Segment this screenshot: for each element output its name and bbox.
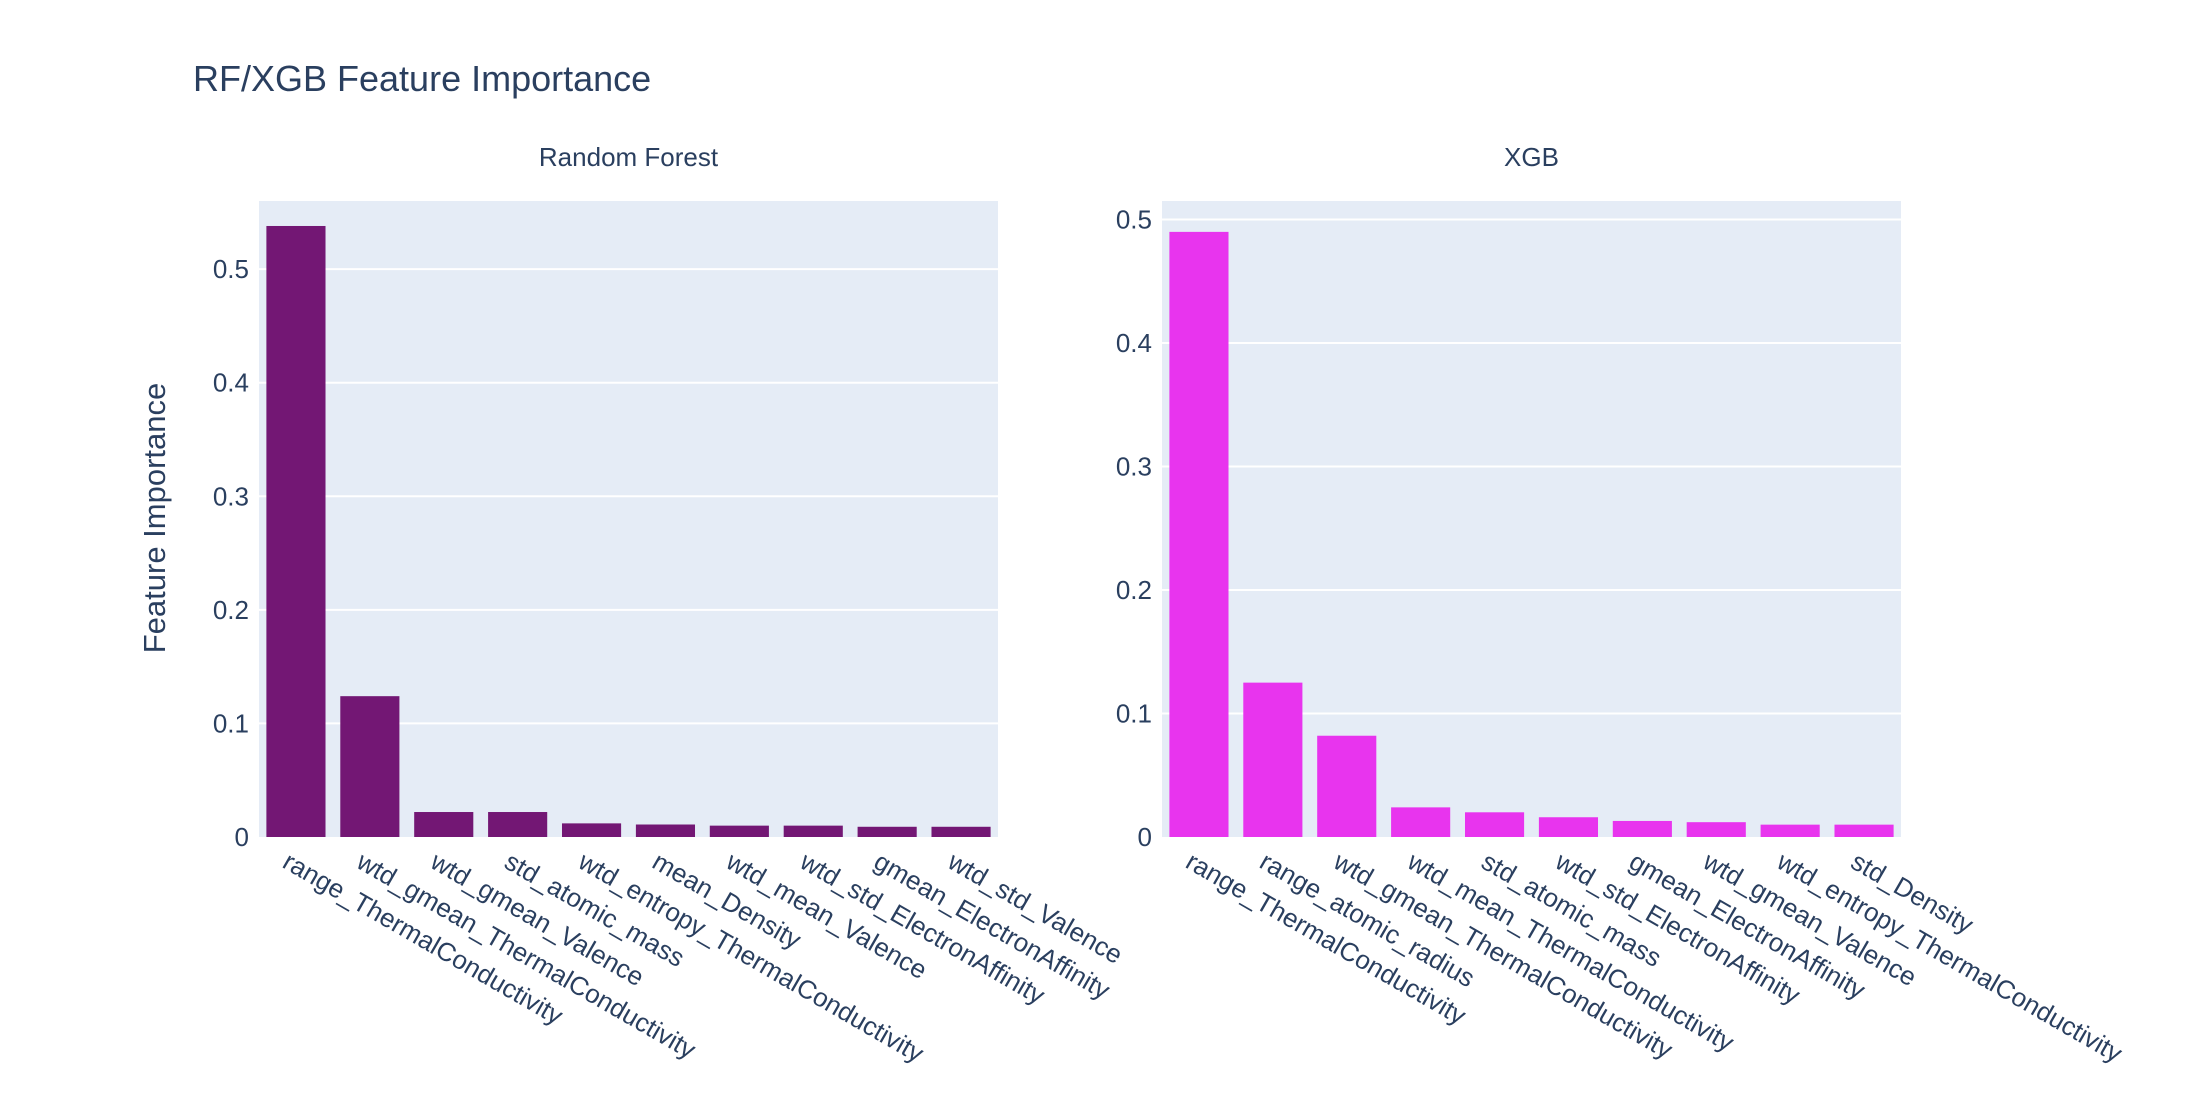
bar — [1464, 812, 1525, 837]
bar — [931, 826, 991, 837]
bar — [414, 812, 474, 837]
chart-title: RF/XGB Feature Importance — [193, 58, 651, 99]
y-tick-label: 0.4 — [1116, 328, 1152, 358]
bar — [1317, 735, 1377, 837]
y-tick-label: 0.4 — [213, 368, 249, 398]
bar — [1612, 820, 1672, 837]
bar — [1391, 807, 1451, 837]
y-tick-label: 0 — [235, 822, 249, 852]
bar — [488, 812, 548, 837]
bar — [1243, 682, 1303, 837]
y-tick-label: 0.1 — [1116, 699, 1152, 729]
y-tick-label: 0 — [1138, 822, 1152, 852]
y-tick-label: 0.2 — [1116, 575, 1152, 605]
bar — [635, 824, 696, 837]
subplot-title: Random Forest — [539, 142, 719, 172]
bar — [1834, 824, 1894, 837]
bar — [709, 825, 769, 837]
y-tick-label: 0.5 — [213, 254, 249, 284]
y-tick-label: 0.5 — [1116, 205, 1152, 235]
bar — [266, 225, 326, 837]
bar — [561, 823, 622, 837]
bar — [1760, 824, 1820, 837]
subplot-title: XGB — [1504, 142, 1559, 172]
y-tick-label: 0.2 — [213, 595, 249, 625]
bar — [857, 826, 917, 837]
y-axis-label: Feature Importance — [137, 383, 172, 654]
bar — [340, 696, 400, 837]
bar — [1538, 817, 1599, 837]
bar — [1169, 231, 1229, 837]
y-tick-label: 0.1 — [213, 708, 249, 738]
y-tick-label: 0.3 — [1116, 452, 1152, 482]
y-tick-label: 0.3 — [213, 481, 249, 511]
bar — [783, 825, 843, 837]
bar — [1686, 822, 1746, 837]
